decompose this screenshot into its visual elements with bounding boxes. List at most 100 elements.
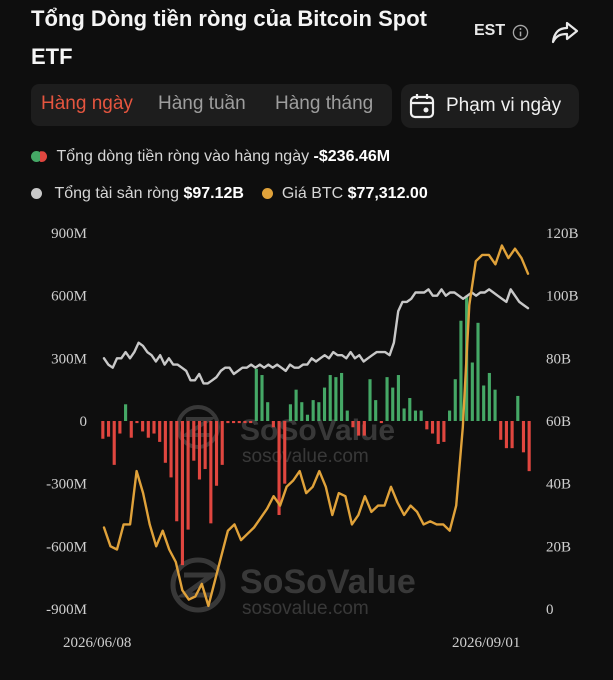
x-start-label: 2026/06/08 — [63, 635, 131, 651]
flow-bar — [232, 421, 236, 424]
flow-bar — [425, 421, 429, 430]
flow-bar — [470, 362, 474, 421]
left-tick-label: -900M — [46, 602, 87, 618]
tab-monthly[interactable]: Hàng tháng — [275, 93, 374, 114]
flow-bar — [300, 402, 304, 421]
flow-bar — [419, 410, 423, 421]
flow-bar — [499, 421, 503, 440]
flow-bar — [328, 375, 332, 421]
legend-daily-value: -$236.46M — [313, 148, 391, 165]
flow-bar — [294, 389, 298, 421]
flow-bar — [101, 421, 105, 439]
legend-btc-label: Giá BTC — [281, 185, 344, 202]
flow-bar — [220, 421, 224, 465]
flow-bar — [118, 421, 122, 434]
flow-bar — [124, 404, 128, 421]
legend-assets-btc: Tổng tài sản ròng $97.12B Giá BTC $77,31… — [31, 185, 428, 203]
flow-bar — [430, 421, 435, 434]
flow-bar — [322, 387, 327, 421]
flow-bar — [413, 410, 418, 421]
flow-bar — [362, 421, 366, 436]
left-axis-ticks: 900M 600M 300M 0 -300M -600M -900M — [46, 226, 87, 618]
flow-bar — [340, 372, 344, 421]
flow-bar — [459, 320, 463, 421]
flow-bar — [260, 375, 264, 421]
legend-assets-value: $97.12B — [183, 185, 244, 202]
right-tick-label: 80B — [546, 351, 571, 367]
right-tick-label: 20B — [546, 539, 571, 555]
flow-bar — [345, 410, 349, 421]
flow-bar — [214, 421, 219, 486]
date-range-button[interactable]: Phạm vi ngày — [401, 84, 579, 128]
flow-bar — [476, 322, 480, 421]
tab-weekly[interactable]: Hàng tuần — [158, 93, 246, 114]
chart-lines — [102, 244, 530, 608]
flow-bar — [266, 402, 270, 421]
flow-bar — [146, 421, 150, 438]
flow-bar — [408, 398, 412, 421]
flow-bar — [152, 421, 156, 434]
x-end-label: 2026/09/01 — [452, 635, 520, 651]
flow-bar — [453, 379, 457, 421]
btc-price-line — [102, 244, 530, 608]
watermark-url: sosovalue.com — [242, 446, 369, 467]
flow-bar — [504, 421, 508, 449]
flow-bar — [436, 421, 440, 444]
flow-bar — [493, 389, 497, 421]
net-flow-chart: SoSoValue sosovalue.com SoSoValue sosova… — [46, 226, 579, 651]
left-tick-label: 0 — [80, 414, 88, 430]
flow-bar — [192, 421, 196, 461]
flow-bar — [135, 421, 139, 424]
flow-bar — [237, 421, 241, 424]
flow-bar — [487, 372, 491, 421]
flow-bar — [510, 421, 514, 449]
flow-bar — [112, 421, 116, 465]
flow-bar — [351, 421, 355, 428]
flow-bar — [277, 421, 281, 515]
left-tick-label: 900M — [51, 226, 87, 242]
flow-bar — [106, 421, 111, 437]
legend-assets-label: Tổng tài sản ròng — [54, 185, 179, 202]
flow-bar — [226, 421, 230, 424]
right-tick-label: 60B — [546, 414, 571, 430]
flow-bar — [288, 404, 292, 421]
flow-bar — [163, 421, 167, 463]
period-tabs: Hàng ngày Hàng tuần Hàng tháng — [31, 84, 392, 126]
left-tick-label: -600M — [46, 539, 87, 555]
flow-bar — [521, 421, 526, 453]
calendar-icon — [409, 94, 435, 119]
flow-bar — [186, 421, 190, 530]
right-tick-label: 100B — [546, 289, 579, 305]
flow-bar — [385, 377, 389, 421]
flow-bar — [396, 375, 400, 421]
flow-bar — [442, 421, 446, 442]
date-range-label: Phạm vi ngày — [446, 95, 562, 116]
left-tick-label: 300M — [51, 351, 87, 367]
right-tick-label: 120B — [546, 226, 579, 242]
left-tick-label: -300M — [46, 477, 87, 493]
flow-bar — [271, 421, 275, 428]
tab-daily[interactable]: Hàng ngày — [41, 93, 133, 114]
inflow-outflow-marker-icon — [31, 151, 47, 163]
flow-bar — [141, 421, 145, 432]
right-axis-ticks: 120B 100B 80B 60B 40B 20B 0 — [546, 226, 579, 618]
flow-bar — [169, 421, 173, 478]
legend-daily-label: Tổng dòng tiền ròng vào hàng ngày — [56, 148, 310, 165]
flow-bar — [482, 385, 486, 421]
flow-bar — [374, 400, 378, 421]
flow-bar — [209, 421, 213, 524]
flow-bar — [197, 421, 202, 480]
net-assets-line — [102, 288, 530, 385]
flow-bar — [158, 421, 162, 442]
page-title: Tổng Dòng tiền ròng của Bitcoin Spot ETF — [31, 6, 427, 69]
assets-marker-icon — [31, 188, 42, 200]
watermark-brand-lower: SoSoValue — [240, 563, 416, 601]
flow-bar — [317, 402, 321, 421]
info-icon[interactable] — [512, 24, 529, 41]
timezone-label[interactable]: EST — [474, 22, 506, 39]
flow-bar — [391, 387, 395, 421]
watermark-url-lower: sosovalue.com — [242, 598, 369, 619]
flow-bar — [334, 377, 338, 421]
share-icon[interactable] — [551, 20, 579, 46]
flow-bar — [311, 400, 315, 421]
